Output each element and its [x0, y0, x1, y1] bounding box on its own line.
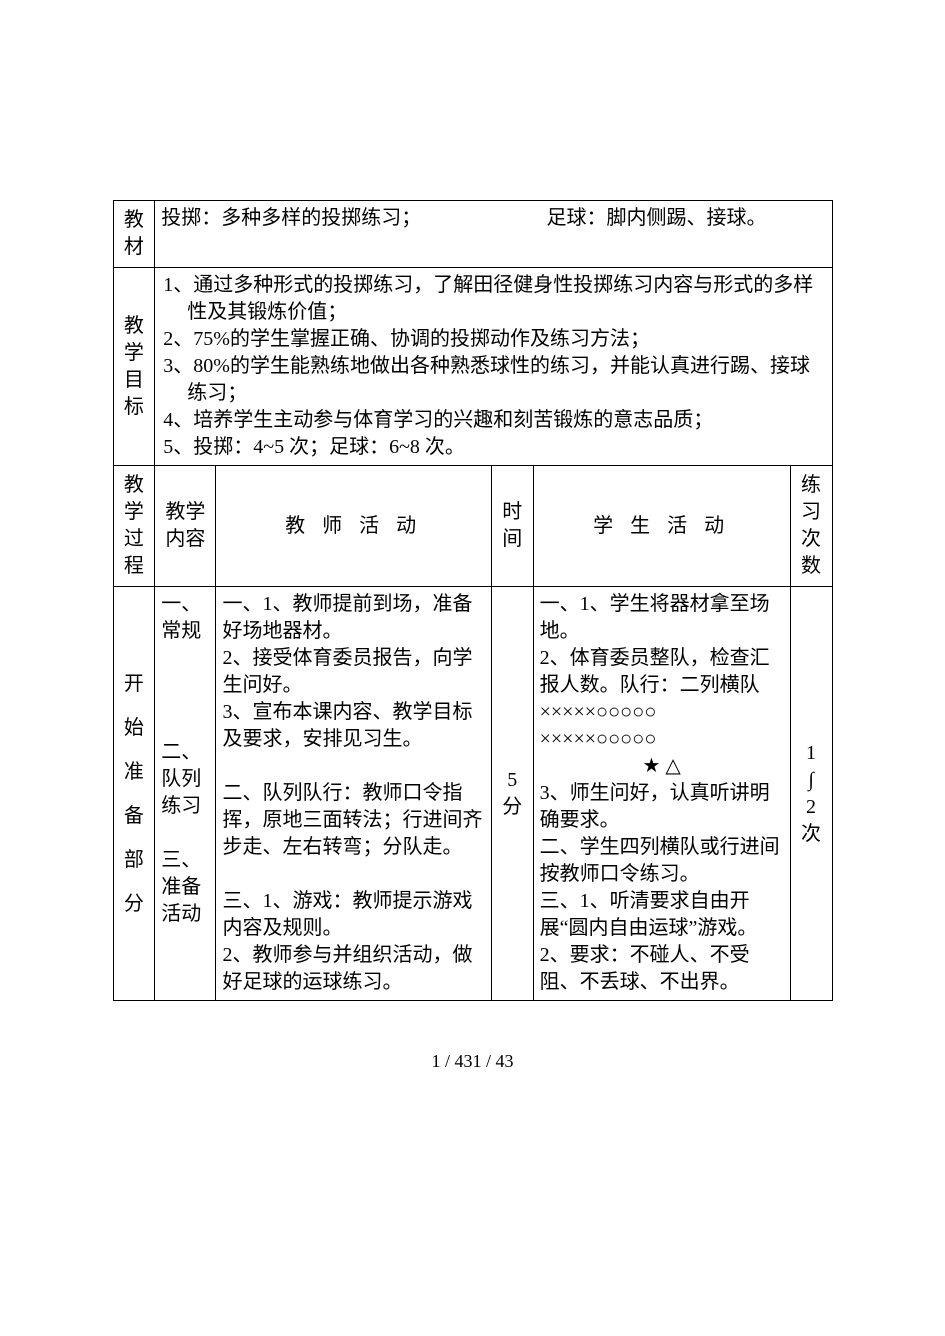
lesson-plan-page: 教材 投掷：多种多样的投掷练习； 足球：脚内侧踢、接球。 教学目标 1、通过多种… [113, 200, 833, 1001]
goal-item: 4、培养学生主动参与体育学习的兴趣和刻苦锻炼的意志品质； [163, 407, 825, 434]
teacher-line: 3、宣布本课内容、教学目标及要求，安排见习生。 [222, 699, 484, 753]
stage1-content-cell: 一、常规 二、队列练习 三、准备活动 [155, 587, 216, 1001]
stage1-label: 开始准备部分 [116, 662, 153, 926]
goals-label: 教学目标 [116, 313, 153, 421]
teacher-line [222, 753, 484, 780]
goal-item: 2、75%的学生掌握正确、协调的投掷动作及练习方法； [163, 326, 825, 353]
page-footer: 1 / 431 / 43 [431, 1051, 513, 1072]
student-line: ★ △ [540, 753, 784, 780]
materials-right: 足球：脚内侧踢、接球。 [547, 205, 826, 232]
materials-label: 教材 [116, 207, 153, 261]
content-item: 三、准备活动 [161, 847, 209, 928]
student-line: 3、师生问好，认真听讲明确要求。 [540, 780, 784, 834]
materials-row: 教材 投掷：多种多样的投掷练习； 足球：脚内侧踢、接球。 [113, 201, 832, 268]
content-item [161, 820, 209, 847]
student-line: 二、学生四列横队或行进间按教师口令练习。 [540, 834, 784, 888]
stage1-time: 5分 [494, 767, 531, 821]
student-line: 三、1、听清要求自由开展“圆内自由运球”游戏。 [540, 888, 784, 942]
stage1-student-cell: 一、1、学生将器材拿至场地。 2、体育委员整队，检查汇报人数。队行：二列横队 ×… [533, 587, 790, 1001]
goal-item: 1、通过多种形式的投掷练习，了解田径健身性投掷练习内容与形式的多样性及其锻炼价值… [163, 272, 825, 326]
col-header-teacher: 教 师 活 动 [216, 466, 491, 587]
goals-content-cell: 1、通过多种形式的投掷练习，了解田径健身性投掷练习内容与形式的多样性及其锻炼价值… [155, 268, 832, 466]
teacher-line: 三、1、游戏：教师提示游戏内容及规则。 [222, 888, 484, 942]
teacher-line: 一、1、教师提前到场，准备好场地器材。 [222, 591, 484, 645]
col-header-content: 教学内容 [155, 466, 216, 587]
student-line: ×××××○○○○○ [540, 699, 784, 726]
student-line: ×××××○○○○○ [540, 726, 784, 753]
student-line: 2、体育委员整队，检查汇报人数。队行：二列横队 [540, 645, 784, 699]
student-line: 一、1、学生将器材拿至场地。 [540, 591, 784, 645]
teacher-line [222, 861, 484, 888]
process-label-cell: 教学过程 [113, 466, 155, 587]
stage1-count-cell: 1∫2次 [790, 587, 832, 1001]
content-item [161, 645, 209, 672]
lesson-plan-table: 教材 投掷：多种多样的投掷练习； 足球：脚内侧踢、接球。 教学目标 1、通过多种… [113, 200, 833, 1001]
materials-left: 投掷：多种多样的投掷练习； [161, 205, 546, 232]
materials-content-cell: 投掷：多种多样的投掷练习； 足球：脚内侧踢、接球。 [155, 201, 832, 268]
goal-item: 3、80%的学生能熟练地做出各种熟悉球性的练习，并能认真进行踢、接球练习； [163, 353, 825, 407]
content-item: 二、队列练习 [161, 739, 209, 820]
stage1-time-cell: 5分 [491, 587, 533, 1001]
process-label: 教学过程 [116, 472, 153, 580]
goal-item: 5、投掷：4~5 次；足球：6~8 次。 [163, 434, 825, 461]
student-line: 2、要求：不碰人、不受阻、不丢球、不出界。 [540, 942, 784, 996]
stage1-count: 1∫2次 [793, 740, 830, 848]
content-item [161, 672, 209, 699]
stage1-label-cell: 开始准备部分 [113, 587, 155, 1001]
materials-label-cell: 教材 [113, 201, 155, 268]
header-row: 教学过程 教学内容 教 师 活 动 时间 学 生 活 动 练习次数 [113, 466, 832, 587]
col-header-student: 学 生 活 动 [533, 466, 790, 587]
content-item: 一、常规 [161, 591, 209, 645]
stage1-row: 开始准备部分 一、常规 二、队列练习 三、准备活动 一、1、教师提前到场，准备好… [113, 587, 832, 1001]
stage1-teacher-cell: 一、1、教师提前到场，准备好场地器材。 2、接受体育委员报告，向学生问好。 3、… [216, 587, 491, 1001]
goals-label-cell: 教学目标 [113, 268, 155, 466]
teacher-line: 2、教师参与并组织活动，做好足球的运球练习。 [222, 942, 484, 996]
goals-row: 教学目标 1、通过多种形式的投掷练习，了解田径健身性投掷练习内容与形式的多样性及… [113, 268, 832, 466]
teacher-line: 二、队列队行：教师口令指挥，原地三面转法；行进间齐步走、左右转弯；分队走。 [222, 780, 484, 861]
col-header-time: 时间 [491, 466, 533, 587]
teacher-line: 2、接受体育委员报告，向学生问好。 [222, 645, 484, 699]
col-header-count: 练习次数 [790, 466, 832, 587]
